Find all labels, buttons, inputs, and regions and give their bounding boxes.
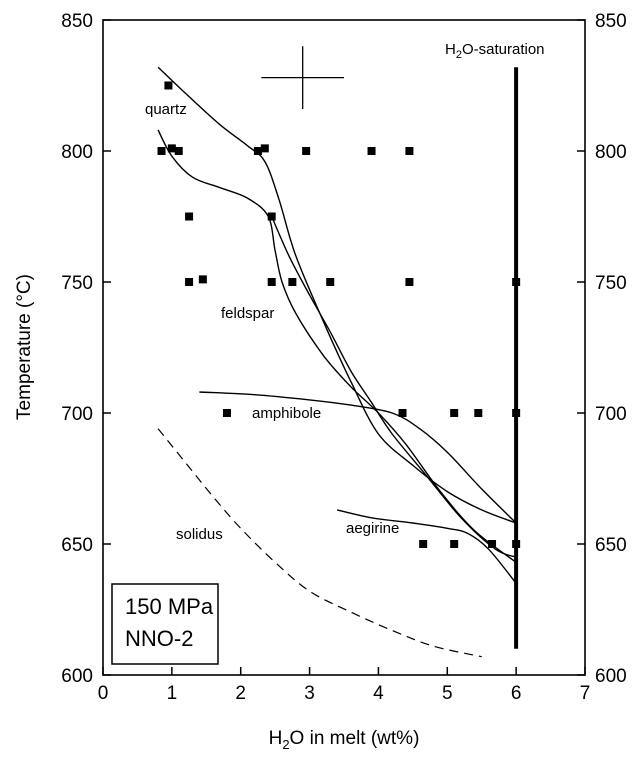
label-solidus: solidus: [176, 526, 223, 543]
data-point: [157, 147, 166, 155]
y-tick-label: 650: [61, 535, 93, 556]
y-tick-label-right: 750: [595, 273, 627, 294]
y-axis-left: 600 650 700 750 800 850: [61, 11, 111, 687]
error-bar: [261, 46, 344, 110]
curve-solidus: [157, 428, 482, 658]
x-tick-label: 2: [235, 683, 246, 704]
data-point: [260, 144, 269, 153]
x-tick-label: 4: [373, 683, 384, 704]
data-point: [267, 278, 276, 286]
data-point: [512, 409, 521, 417]
y-tick-label: 800: [61, 142, 93, 163]
data-point: [419, 540, 428, 548]
data-point: [174, 147, 183, 155]
data-point: [253, 147, 262, 155]
data-point: [267, 212, 276, 221]
curves: [157, 66, 519, 658]
y-axis-right: 600 650 700 750 800 850: [577, 11, 627, 687]
y-tick-label-right: 700: [595, 404, 627, 425]
label-quartz: quartz: [145, 101, 187, 118]
data-point: [450, 409, 459, 417]
data-point: [302, 147, 311, 155]
x-tick-label: 3: [304, 683, 315, 704]
label-feldspar: feldspar: [221, 305, 274, 322]
conditions-buffer: NNO-2: [125, 626, 193, 651]
label-saturation: H2O-saturation: [445, 41, 545, 61]
data-point: [474, 409, 483, 417]
x-tick-label: 1: [167, 683, 178, 704]
y-tick-label: 750: [61, 273, 93, 294]
label-amphibole: amphibole: [252, 405, 321, 422]
x-tick-label: 6: [511, 683, 522, 704]
data-point: [185, 278, 194, 286]
curve-quartz: [157, 66, 517, 524]
y-tick-label: 850: [61, 11, 93, 32]
y-tick-label: 700: [61, 404, 93, 425]
data-point: [164, 81, 173, 90]
data-point: [288, 278, 297, 286]
data-point: [405, 278, 414, 286]
data-point: [222, 409, 231, 417]
curve-boundary-2: [271, 216, 517, 558]
x-axis: 0 1 2 3 4 5 6 7: [98, 667, 591, 704]
data-point: [405, 147, 414, 155]
y-tick-label-right: 600: [595, 666, 627, 687]
conditions-box: [111, 583, 219, 665]
curve-aegirine: [336, 509, 517, 584]
y-axis-title: Temperature (°C): [14, 274, 35, 420]
curve-amphibole: [199, 391, 517, 524]
conditions-pressure: 150 MPa: [125, 594, 214, 619]
data-point: [367, 147, 376, 155]
data-point: [167, 144, 176, 153]
y-tick-label-right: 850: [595, 11, 627, 32]
data-point: [450, 540, 459, 548]
data-point: [198, 275, 207, 284]
data-points: [157, 81, 521, 548]
data-point: [488, 540, 497, 548]
data-point: [398, 409, 407, 417]
label-aegirine: aegirine: [346, 520, 399, 537]
x-tick-label: 7: [580, 683, 591, 704]
x-tick-label: 5: [442, 683, 453, 704]
y-tick-label-right: 800: [595, 142, 627, 163]
x-tick-label: 0: [98, 683, 109, 704]
plot-frame: [102, 19, 586, 676]
data-point: [326, 278, 335, 286]
data-point: [512, 540, 521, 548]
curve-feldspar: [157, 129, 517, 563]
data-point: [185, 212, 194, 221]
y-tick-label: 600: [61, 666, 93, 687]
y-tick-label-right: 650: [595, 535, 627, 556]
x-axis-title: H2O in melt (wt%): [269, 728, 420, 752]
data-point: [512, 278, 521, 286]
